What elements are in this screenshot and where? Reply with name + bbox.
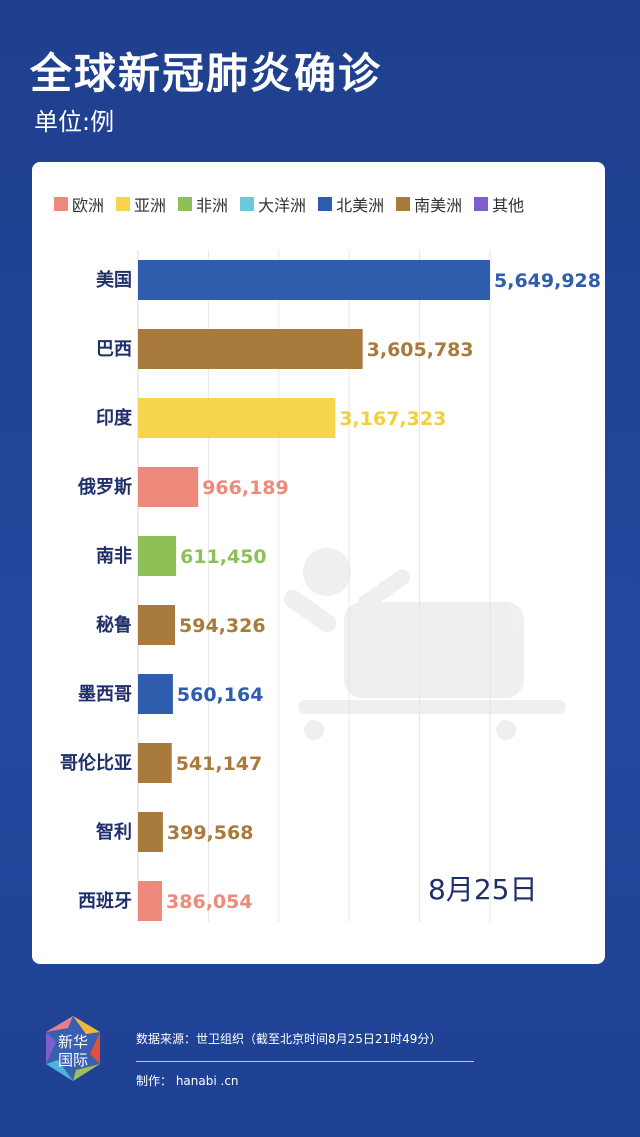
value-label: 399,568 — [167, 822, 254, 844]
legend-label: 亚洲 — [134, 196, 167, 215]
bar — [138, 881, 163, 921]
value-label: 5,649,928 — [494, 270, 601, 292]
bar — [138, 398, 336, 438]
legend-swatch — [240, 197, 255, 211]
bar — [138, 605, 176, 645]
footer-divider — [136, 1061, 474, 1062]
value-label: 594,326 — [179, 615, 266, 637]
value-label: 560,164 — [177, 684, 264, 706]
category-label: 印度 — [96, 407, 133, 429]
value-label: 386,054 — [166, 891, 253, 913]
legend-label: 北美洲 — [336, 196, 385, 215]
value-label: 3,167,323 — [339, 408, 446, 430]
legend-swatch — [474, 197, 489, 211]
legend-item: 亚洲 — [116, 192, 166, 216]
watermark-icon — [283, 548, 566, 740]
category-label: 墨西哥 — [78, 684, 132, 705]
legend-swatch — [178, 197, 193, 211]
logo-text-2: 国际 — [58, 1051, 88, 1069]
category-label: 秘鲁 — [96, 614, 132, 636]
category-label: 美国 — [96, 269, 132, 291]
legend-item: 其他 — [474, 192, 524, 216]
category-label: 俄罗斯 — [77, 476, 132, 498]
date-label: 8月25日 — [428, 873, 538, 906]
legend-swatch — [116, 197, 131, 211]
credit-text: 制作： hanabi .cn — [136, 1074, 239, 1088]
legend-label: 欧洲 — [72, 196, 105, 215]
bar-chart: 美国 5,649,928 巴西 3,605,783 印度 3,167,323 俄罗斯 966,… — [60, 250, 601, 922]
bar — [138, 260, 490, 300]
logo-text-1: 新华 — [58, 1033, 88, 1051]
legend-swatch — [318, 197, 333, 211]
legend-item: 北美洲 — [318, 192, 384, 216]
legend-item: 大洋洲 — [240, 192, 306, 216]
legend: 欧洲 亚洲 非洲 大洋洲 北美洲 南美洲 其他 — [54, 192, 524, 216]
chart-card: 欧洲 亚洲 非洲 大洋洲 北美洲 南美洲 其他 美国 5,649,928 巴西 3,605,783… — [32, 162, 605, 964]
bar — [138, 536, 177, 576]
legend-item: 南美洲 — [396, 192, 462, 216]
bar — [138, 674, 173, 714]
legend-label: 其他 — [492, 196, 525, 215]
legend-swatch — [396, 197, 411, 211]
xinhua-logo-icon: 新华 国际 — [46, 1016, 100, 1081]
legend-swatch — [54, 197, 68, 211]
legend-label: 大洋洲 — [258, 196, 307, 215]
legend-item: 欧洲 — [54, 192, 104, 216]
category-label: 巴西 — [96, 339, 132, 360]
legend-label: 南美洲 — [414, 196, 463, 215]
source-text: 数据来源：世卫组织（截至北京时间8月25日21时49分） — [136, 1032, 442, 1046]
category-label: 南非 — [96, 545, 132, 567]
category-label: 西班牙 — [78, 891, 132, 912]
page-title: 全球新冠肺炎确诊 — [30, 49, 383, 98]
value-label: 3,605,783 — [367, 339, 474, 361]
legend-item: 非洲 — [178, 192, 228, 216]
category-label: 智利 — [96, 821, 132, 843]
value-label: 611,450 — [180, 546, 267, 568]
bar — [138, 743, 172, 783]
value-label: 541,147 — [176, 753, 263, 775]
category-label: 哥伦比亚 — [60, 752, 132, 774]
value-label: 966,189 — [202, 477, 289, 499]
unit-label: 单位:例 — [34, 108, 115, 136]
legend-label: 非洲 — [196, 196, 229, 215]
bar — [138, 329, 363, 369]
bar — [138, 812, 163, 852]
bar — [138, 467, 199, 507]
